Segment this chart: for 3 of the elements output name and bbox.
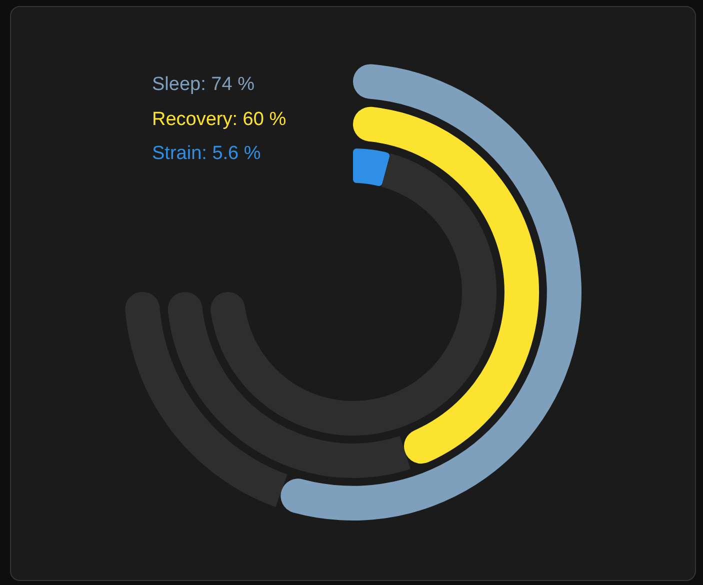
slice-label: Strain: 5.6 % <box>152 143 261 164</box>
slice-label: Recovery: 60 % <box>152 108 286 130</box>
slice-label: Sleep: 74 % <box>152 74 254 95</box>
